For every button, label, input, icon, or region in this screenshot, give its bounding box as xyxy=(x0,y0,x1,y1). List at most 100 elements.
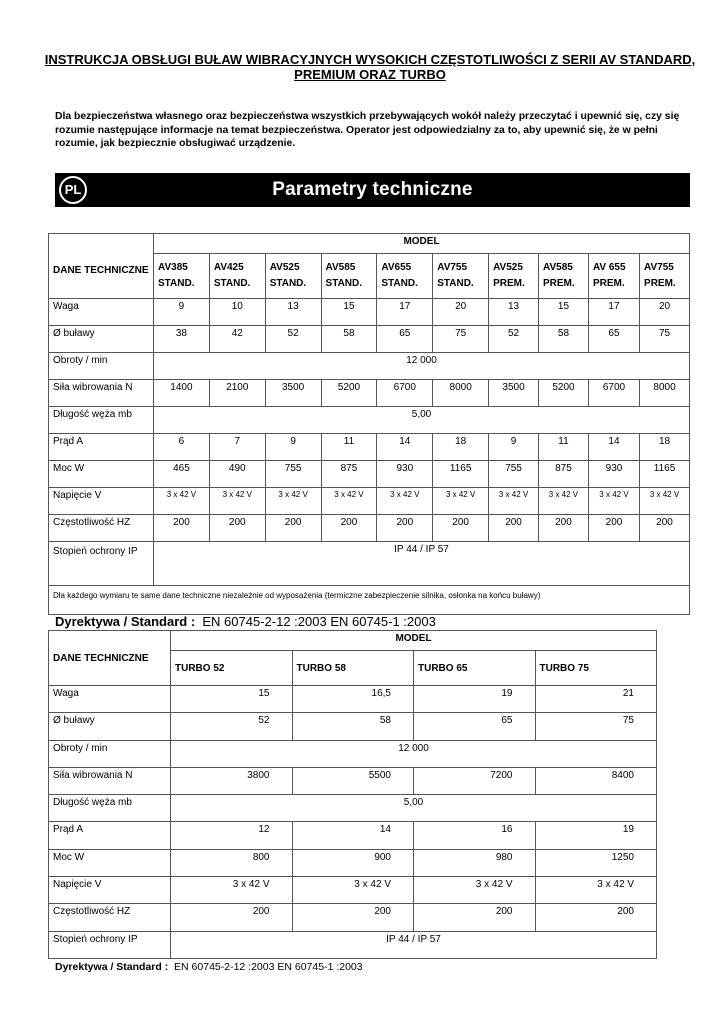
cell-value: 3800 xyxy=(170,766,293,796)
row-label: Waga xyxy=(48,684,171,714)
cell-value: 490 xyxy=(208,460,266,488)
cell-value: 2100 xyxy=(208,379,266,407)
cell-value: 200 xyxy=(488,514,539,542)
model-name: AV 655 PREM. xyxy=(587,253,641,299)
row-label: Długość węża mb xyxy=(48,794,171,823)
directive-line-1: Dyrektywa / Standard : EN 60745-2-12 :20… xyxy=(55,614,436,629)
cell-value: 3 x 42 V xyxy=(538,487,589,515)
cell-value: 3 x 42 V xyxy=(170,876,293,905)
table-row: Siła wibrowania N 1400 2100 3500 5200 6700 800… xyxy=(48,379,690,407)
cell-value: 65 xyxy=(587,325,641,353)
cell-value: 52 xyxy=(170,712,293,741)
cell-value: 65 xyxy=(413,712,536,741)
cell-value: 875 xyxy=(320,460,378,488)
cell-value: 15 xyxy=(538,298,589,326)
cell-value: 20 xyxy=(639,298,690,326)
table-row: Moc W 465 490 755 875 930 1165 755 875 930 1165 xyxy=(48,460,690,488)
table-row: Ø buławy 52 58 65 75 xyxy=(48,712,657,741)
spanned-value: 12 000 xyxy=(170,739,657,768)
table-row: Prąd A 12 14 16 19 xyxy=(48,821,657,850)
cell-value: 3 x 42 V xyxy=(208,487,266,515)
model-name: AV655 STAND. xyxy=(376,253,434,299)
cell-value: 200 xyxy=(153,514,210,542)
model-name: TURBO 65 xyxy=(413,650,536,686)
cell-value: 3 x 42 V xyxy=(320,487,378,515)
turbo-specs-table: DANE TECHNICZNE MODEL TURBO 52 TURBO 58 TURB… xyxy=(48,630,657,959)
cell-value: 58 xyxy=(538,325,589,353)
cell-value: 75 xyxy=(432,325,490,353)
model-names-row: TURBO 52 TURBO 58 TURBO 65 TURBO 75 xyxy=(49,650,657,686)
cell-value: 755 xyxy=(488,460,539,488)
spanned-value: IP 44 / IP 57 xyxy=(170,930,657,959)
cell-value: 755 xyxy=(264,460,322,488)
row-label: Stopień ochrony IP xyxy=(48,930,171,959)
row-label: Siła wibrowania N xyxy=(48,379,154,407)
spanned-value: 5,00 xyxy=(153,406,690,434)
directive-line-2: Dyrektywa / Standard : EN 60745-2-12 :20… xyxy=(55,961,363,973)
cell-value: 14 xyxy=(587,433,641,461)
cell-value: 800 xyxy=(170,848,293,878)
table-row: Obroty / min 12 000 xyxy=(48,739,657,768)
row-label: Obroty / min xyxy=(48,739,171,768)
row-label: Waga xyxy=(48,298,154,326)
cell-value: 1165 xyxy=(639,460,690,488)
model-name: TURBO 52 xyxy=(170,650,293,686)
model-name-line: STAND. xyxy=(381,278,418,289)
cell-value: 19 xyxy=(413,684,536,714)
cell-value: 13 xyxy=(488,298,539,326)
table-row: Długość węża mb 5,00 xyxy=(48,794,657,823)
model-name-line: AV 655 xyxy=(592,262,626,273)
table-row: Ø buławy 38 42 52 58 65 75 52 58 65 75 xyxy=(48,325,690,353)
cell-value: 52 xyxy=(264,325,322,353)
cell-value: 200 xyxy=(432,514,490,542)
model-name: AV755 PREM. xyxy=(639,253,690,299)
model-name: AV525 PREM. xyxy=(488,253,539,299)
model-name-line: STAND. xyxy=(213,278,251,289)
model-name-line: STAND. xyxy=(269,278,307,289)
row-label: Stopień ochrony IP xyxy=(48,541,154,586)
cell-value: 65 xyxy=(376,325,434,353)
row-label: Ø buławy xyxy=(48,712,171,741)
directive-label: Dyrektywa / Standard : xyxy=(55,961,169,973)
model-names-row: AV385 STAND. AV425 STAND. AV525 STAND. AV585 ST… xyxy=(49,253,690,299)
cell-value: 6 xyxy=(153,433,210,461)
directive-value: EN 60745-2-12 :2003 EN 60745-1 :2003 xyxy=(202,614,436,629)
model-name-line: STAND. xyxy=(158,278,195,289)
cell-value: 1165 xyxy=(432,460,490,488)
cell-value: 58 xyxy=(291,712,414,741)
model-label: MODEL xyxy=(170,630,657,651)
cell-value: 7200 xyxy=(413,766,536,796)
cell-value: 3 x 42 V xyxy=(488,487,539,515)
cell-value: 3500 xyxy=(488,379,539,407)
table-row: Obroty / min 12 000 xyxy=(48,352,690,380)
directive-value: EN 60745-2-12 :2003 EN 60745-1 :2003 xyxy=(174,961,363,973)
cell-value: 14 xyxy=(376,433,434,461)
note-row: Dla każdego wymiaru te same dane technic… xyxy=(48,585,690,615)
cell-value: 1400 xyxy=(153,379,210,407)
cell-value: 200 xyxy=(587,514,641,542)
model-name: AV425 STAND. xyxy=(208,253,266,299)
model-name-line: AV755 xyxy=(644,262,674,273)
cell-value: 12 xyxy=(170,821,293,850)
model-name-line: AV585 xyxy=(543,262,573,273)
cell-value: 930 xyxy=(376,460,434,488)
section-title: Parametry techniczne xyxy=(272,179,473,200)
row-label: Częstotliwość HZ xyxy=(48,514,154,542)
row-label: Napięcie V xyxy=(48,487,154,515)
model-name-line: PREM. xyxy=(543,278,575,289)
cell-value: 3 x 42 V xyxy=(413,876,536,905)
cell-value: 3 x 42 V xyxy=(291,876,414,905)
cell-value: 11 xyxy=(538,433,589,461)
model-name: AV525 STAND. xyxy=(264,253,322,299)
model-name: AV585 STAND. xyxy=(320,253,378,299)
model-name-line: AV525 xyxy=(493,262,523,273)
cell-value: 18 xyxy=(639,433,690,461)
cell-value: 7 xyxy=(208,433,266,461)
pl-language-badge: PL xyxy=(59,176,87,204)
cell-value: 875 xyxy=(538,460,589,488)
cell-value: 3 x 42 V xyxy=(587,487,641,515)
cell-value: 42 xyxy=(208,325,266,353)
cell-value: 3 x 42 V xyxy=(534,876,657,905)
cell-value: 465 xyxy=(153,460,210,488)
